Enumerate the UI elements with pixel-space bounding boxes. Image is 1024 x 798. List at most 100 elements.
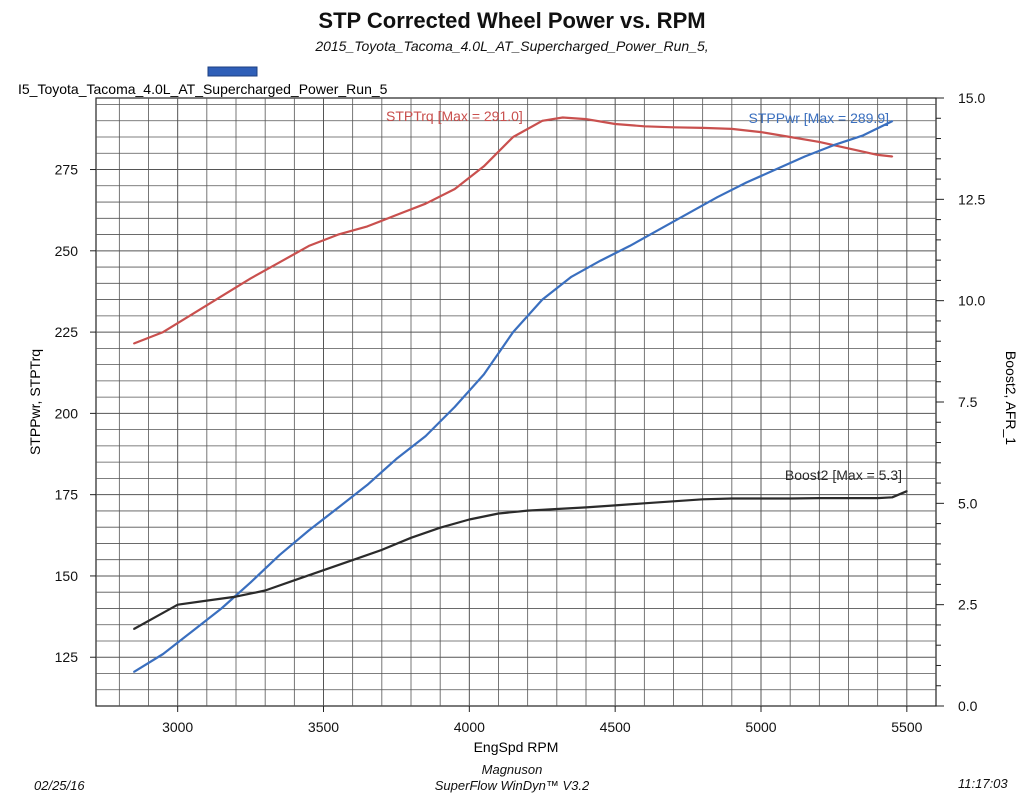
data-point-stptrq [249, 277, 252, 280]
data-point-stptrq [730, 127, 733, 130]
data-point-stppwr [687, 212, 689, 215]
y-right-tick-label: 7.5 [958, 394, 978, 410]
data-point-stppwr [133, 671, 135, 673]
data-point-stppwr [424, 435, 427, 437]
data-point-stptrq [891, 155, 894, 158]
data-point-boost2 [672, 500, 675, 503]
data-point-stptrq [643, 125, 646, 128]
data-point-stptrq [876, 154, 879, 156]
data-point-stppwr [220, 607, 223, 610]
data-point-boost2 [818, 497, 821, 499]
data-point-stppwr [833, 144, 835, 147]
data-point-boost2 [439, 526, 442, 529]
data-point-boost2 [235, 595, 237, 598]
labels-layer: STPTrq [Max = 291.0] STPPwr [Max = 289.9]… [386, 108, 902, 483]
data-point-boost2 [555, 508, 558, 510]
x-tick-label: 5000 [745, 719, 776, 735]
data-point-boost2 [730, 497, 733, 500]
y-right-tick-label: 15.0 [958, 90, 985, 106]
y-right-tick-label: 10.0 [958, 293, 985, 309]
data-point-stppwr [512, 331, 514, 333]
y-right-tick-label: 5.0 [958, 495, 978, 511]
data-point-stppwr [337, 506, 339, 509]
data-point-boost2 [264, 589, 267, 592]
data-point-stppwr [658, 228, 660, 231]
data-point-stppwr [278, 553, 281, 556]
data-point-boost2 [162, 611, 165, 614]
data-point-stppwr [628, 245, 631, 247]
data-point-stptrq [561, 116, 564, 119]
data-point-stppwr [453, 406, 456, 408]
x-axis-title: EngSpd RPM [474, 739, 559, 755]
footer-software: SuperFlow WinDyn™ V3.2 [434, 778, 590, 793]
data-point-stptrq [789, 136, 792, 138]
legend-run-label: I5_Toyota_Tacoma_4.0L_AT_Supercharged_Po… [18, 81, 388, 97]
series-line-stptrq [133, 116, 893, 345]
y-right-tick-label: 12.5 [958, 191, 985, 207]
y-axis-left-title: STPPwr, STPTrq [27, 349, 43, 455]
data-point-stppwr [716, 196, 719, 199]
series-layer [133, 116, 908, 673]
data-point-stptrq [191, 313, 194, 316]
data-point-stptrq [483, 165, 485, 168]
y-left-tick-label: 175 [55, 487, 79, 503]
y-left-tick-label: 125 [55, 649, 79, 665]
chart-title: STP Corrected Wheel Power vs. RPM [318, 8, 706, 33]
data-point-stptrq [847, 147, 850, 150]
data-point-stptrq [760, 131, 762, 134]
series-label-boost2: Boost2 [Max = 5.3] [785, 467, 902, 483]
data-point-boost2 [205, 599, 208, 602]
data-point-boost2 [701, 498, 704, 501]
plot-area [95, 97, 937, 707]
y-right-tick-label: 2.5 [958, 597, 978, 613]
data-point-boost2 [322, 569, 325, 572]
footer-date: 02/25/16 [34, 778, 85, 793]
data-point-stppwr [599, 259, 602, 262]
data-point-boost2 [789, 497, 792, 500]
y-left-tick-label: 200 [55, 405, 79, 421]
data-point-stppwr [541, 298, 544, 301]
data-point-stptrq [162, 331, 165, 333]
footer-company: Magnuson [481, 762, 543, 777]
data-point-stppwr [862, 134, 864, 137]
data-point-stppwr [162, 653, 165, 655]
x-tick-label: 3500 [308, 719, 339, 735]
data-point-stppwr [191, 630, 194, 633]
data-point-boost2 [760, 497, 762, 500]
x-tick-label: 4500 [600, 719, 631, 735]
y-left-tick-label: 225 [55, 324, 79, 340]
data-point-stppwr [366, 484, 369, 486]
data-point-stppwr [570, 275, 573, 278]
x-tick-label: 4000 [454, 719, 485, 735]
data-point-stptrq [337, 233, 339, 236]
data-point-boost2 [876, 497, 879, 499]
y-left-tick-label: 275 [55, 162, 79, 178]
data-point-boost2 [891, 496, 894, 499]
vertical-gridlines [118, 98, 908, 706]
data-point-stptrq [133, 342, 135, 345]
data-point-boost2 [410, 536, 412, 539]
data-point-stptrq [585, 118, 587, 120]
data-point-stppwr [891, 120, 894, 122]
data-point-stptrq [541, 119, 544, 122]
data-point-boost2 [643, 502, 646, 505]
data-point-boost2 [133, 628, 135, 630]
data-point-stppwr [395, 458, 398, 460]
data-point-stptrq [512, 136, 514, 138]
y-axis-right-title: Boost2, AFR_1 [1003, 351, 1019, 445]
data-point-stptrq [672, 126, 675, 129]
legend-swatch [207, 66, 258, 77]
data-point-stppwr [249, 581, 252, 584]
data-point-boost2 [497, 512, 500, 515]
data-point-stppwr [483, 373, 485, 376]
axis-ticks: 3000 3500 4000 4500 5000 5500 125 150 175 200 225 2… [55, 90, 986, 735]
data-point-stptrq [701, 127, 704, 129]
series-label-stptrq: STPTrq [Max = 291.0] [386, 108, 523, 124]
footer-time: 11:17:03 [958, 776, 1008, 791]
data-point-boost2 [380, 549, 383, 551]
data-point-stptrq [395, 214, 398, 216]
data-point-boost2 [526, 509, 529, 512]
horizontal-gridlines [96, 104, 936, 691]
data-point-boost2 [847, 497, 850, 499]
